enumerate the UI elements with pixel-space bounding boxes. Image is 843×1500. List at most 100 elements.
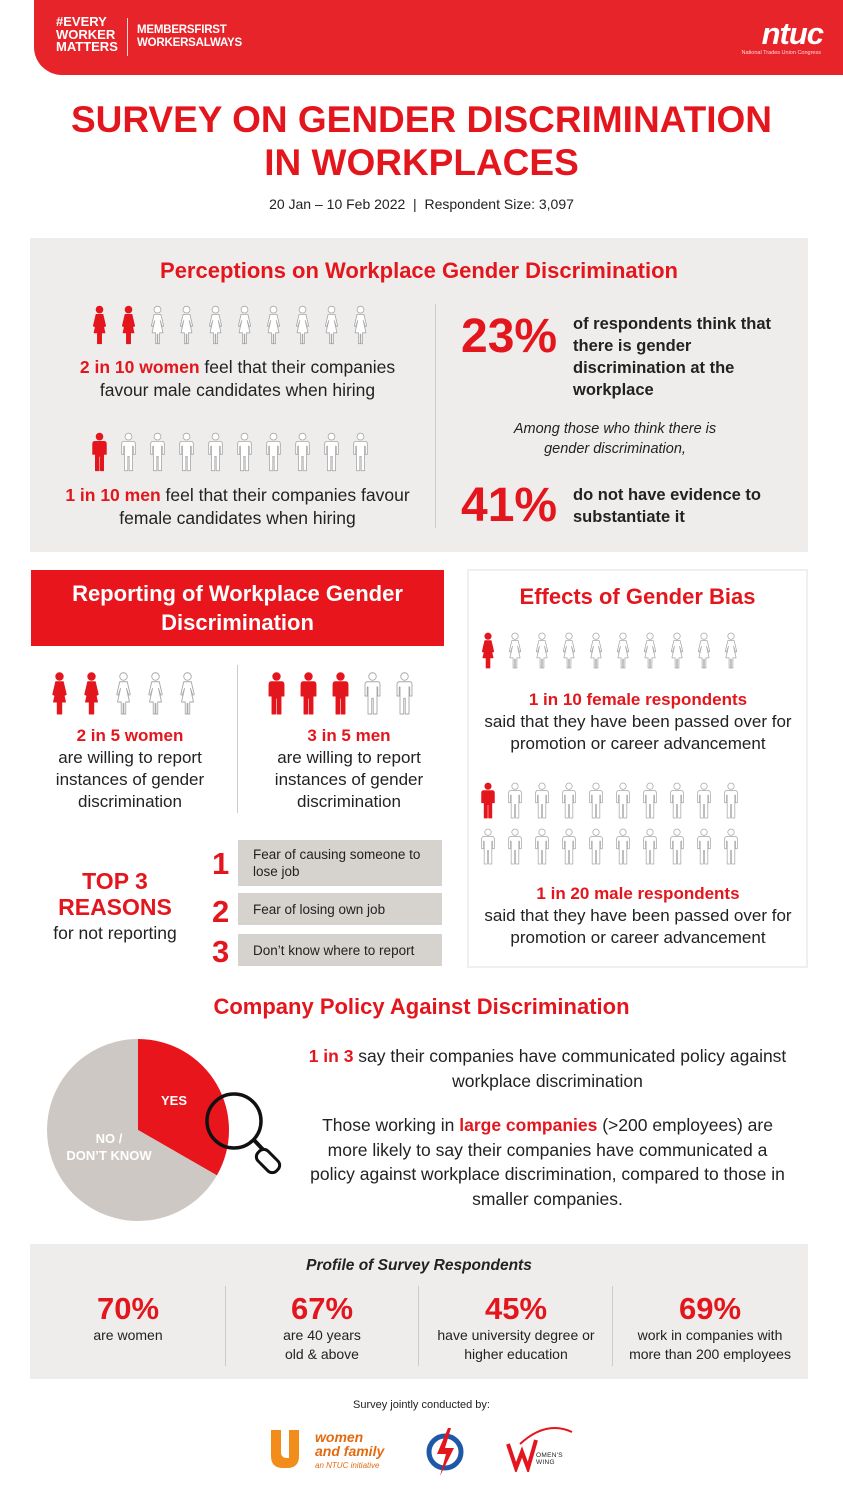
male-person-icon [353, 432, 368, 472]
female-person-icon [724, 632, 738, 669]
male-person-icon [324, 432, 339, 472]
male-person-icon [508, 828, 522, 865]
male-person-icon [670, 782, 684, 819]
profile-divider-2 [418, 1286, 419, 1366]
men-perception-text: 1 in 10 men feel that their companies fa… [65, 485, 410, 528]
female-person-icon-filled [92, 305, 107, 345]
female-person-icon-filled [481, 632, 495, 669]
reason-3: Don’t know where to report [238, 934, 442, 966]
profile-title: Profile of Survey Respondents [306, 1257, 532, 1274]
profile-divider-3 [612, 1286, 613, 1366]
reporting-women-text: 2 in 5 women are willing to report insta… [55, 726, 205, 811]
male-person-icon [208, 432, 223, 472]
reporting-men-icon-row [268, 672, 428, 716]
male-person-icon [589, 782, 603, 819]
policy-line-2: Those working in large companies (>200 e… [310, 1115, 785, 1209]
male-person-icon [237, 432, 252, 472]
male-person-icon-filled [481, 782, 495, 819]
female-person-icon [150, 305, 165, 345]
womens-wing-icon [506, 1427, 573, 1475]
female-person-icon [589, 632, 603, 669]
header-bar: #EVERY WORKER MATTERS MEMBERSFIRST WORKE… [34, 0, 843, 75]
policy-title: Company Policy Against Discrimination [213, 994, 630, 1019]
female-person-icon [508, 632, 522, 669]
female-person-icon [266, 305, 281, 345]
effects-male-icon-row-1 [481, 782, 751, 820]
female-person-icon [643, 632, 657, 669]
profile-stat-age: 67% are 40 years old & above [283, 1291, 361, 1363]
female-person-icon [535, 632, 549, 669]
male-person-icon [562, 828, 576, 865]
female-person-icon [324, 305, 339, 345]
party-emblem-icon [426, 1428, 464, 1476]
pap-logo [426, 1426, 464, 1478]
male-person-icon-filled [92, 432, 107, 472]
male-person-icon [266, 432, 281, 472]
male-person-icon [724, 828, 738, 865]
pie-label-no-line2: DON’T KNOW [66, 1148, 152, 1163]
policy-pie-chart: YES NO / DON’T KNOW [46, 1036, 286, 1226]
effects-male-text: 1 in 20 male respondents said that they … [484, 884, 792, 947]
female-person-icon [208, 305, 223, 345]
men-icon-row [92, 432, 382, 473]
female-person-icon-filled [84, 672, 99, 715]
pie-label-no-line1: NO / [96, 1131, 123, 1146]
pie-slice-yes [138, 1039, 229, 1176]
female-person-icon [180, 672, 195, 715]
pie-slice-no [47, 1039, 217, 1221]
male-person-icon [562, 782, 576, 819]
male-person-icon-filled [300, 672, 317, 715]
profile-stat-company-size: 69% work in companies with more than 200… [629, 1291, 791, 1363]
u-icon [271, 1430, 299, 1468]
female-person-icon-filled [52, 672, 67, 715]
magnifier-icon [205, 1092, 282, 1175]
reporting-women-icon-row [51, 672, 211, 716]
female-person-icon [353, 305, 368, 345]
effects-panel [467, 569, 808, 968]
pie-svg: YES NO / DON’T KNOW [47, 1039, 282, 1221]
stat-41-percent: 41% [461, 479, 558, 532]
profile-stat-women: 70% are women [93, 1291, 163, 1344]
perceptions-divider [435, 304, 436, 528]
stat-23-text: of respondents think that there is gende… [573, 315, 771, 399]
male-person-icon [295, 432, 310, 472]
survey-meta: 20 Jan – 10 Feb 2022 | Respondent Size: … [269, 196, 574, 212]
male-person-icon [697, 828, 711, 865]
effects-female-icon-row [481, 632, 751, 670]
female-person-icon [562, 632, 576, 669]
perceptions-panel: Perceptions on Workplace Gender Discrimi… [30, 238, 808, 552]
top-reasons-subheading: for not reporting [53, 923, 177, 943]
male-person-icon [535, 782, 549, 819]
policy-line-1: 1 in 3 say their companies have communic… [308, 1046, 787, 1091]
page-title: SURVEY ON GENDER DISCRIMINATION IN WORKP… [70, 99, 773, 183]
ntuc-logo-subtitle: National Trades Union Congress [741, 50, 822, 56]
effects-female-text: 1 in 10 female respondents said that the… [484, 690, 792, 753]
reporting-men-text: 3 in 5 men are willing to report instanc… [274, 726, 424, 811]
male-person-icon [643, 782, 657, 819]
male-person-icon [589, 828, 603, 865]
reason-2: Fear of losing own job [238, 893, 442, 925]
female-person-icon [148, 672, 163, 715]
male-person-icon [535, 828, 549, 865]
slogan: MEMBERSFIRST WORKERSALWAYS [137, 24, 242, 49]
male-person-icon [616, 828, 630, 865]
male-person-icon [697, 782, 711, 819]
male-person-icon [150, 432, 165, 472]
profile-divider-1 [225, 1286, 226, 1366]
pie-label-yes: YES [161, 1093, 187, 1108]
reporting-divider [237, 665, 238, 813]
female-person-icon [616, 632, 630, 669]
reason-rank-2: 2 [212, 894, 230, 929]
male-person-icon [670, 828, 684, 865]
jointly-conducted-label: Survey jointly conducted by: [353, 1399, 490, 1411]
male-person-icon [508, 782, 522, 819]
reason-rank-1: 1 [212, 846, 230, 881]
male-person-icon-filled [268, 672, 285, 715]
womens-wing-logo: OMEN'S WING [506, 1426, 576, 1475]
female-person-icon [179, 305, 194, 345]
women-and-family-logo: women and family an NTUC initiative [265, 1424, 395, 1474]
effects-title: Effects of Gender Bias [519, 584, 756, 609]
female-person-icon-filled [121, 305, 136, 345]
male-person-icon [643, 828, 657, 865]
hashtag-logo: #EVERY WORKER MATTERS [56, 14, 118, 54]
